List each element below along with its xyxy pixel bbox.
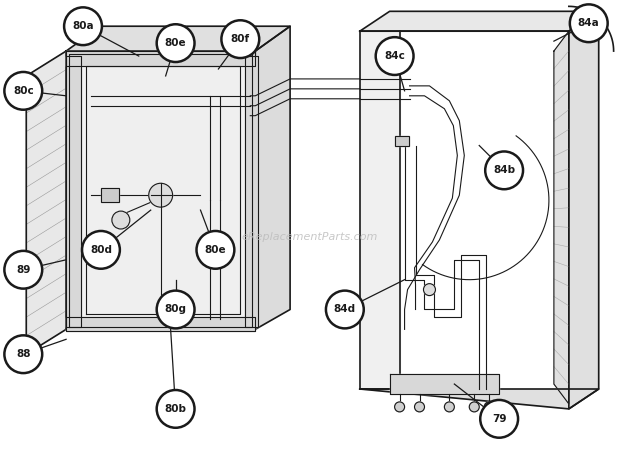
Text: 89: 89 [16,265,30,275]
Polygon shape [86,66,241,314]
Circle shape [394,402,405,412]
Polygon shape [66,56,81,328]
Circle shape [469,402,479,412]
Circle shape [484,402,494,412]
Circle shape [112,211,130,229]
Polygon shape [255,26,290,329]
Text: 80a: 80a [72,21,94,31]
Circle shape [64,7,102,45]
Circle shape [326,291,364,329]
Polygon shape [66,26,290,51]
Polygon shape [360,389,599,409]
Circle shape [157,24,195,62]
Text: 80e: 80e [165,38,187,48]
Circle shape [157,390,195,428]
Bar [394,136,409,146]
Circle shape [157,291,195,329]
Circle shape [415,402,425,412]
Text: eReplacementParts.com: eReplacementParts.com [242,232,378,242]
Polygon shape [246,56,259,328]
Circle shape [480,400,518,438]
Circle shape [376,37,414,75]
Text: 88: 88 [16,349,30,359]
Circle shape [4,251,42,288]
Circle shape [445,402,454,412]
Text: 84a: 84a [578,18,600,28]
Bar [101,188,119,202]
Circle shape [221,20,259,58]
Text: 84d: 84d [334,304,356,314]
Circle shape [485,152,523,189]
Circle shape [197,231,234,269]
Text: 80f: 80f [231,34,250,44]
Polygon shape [360,11,599,31]
Text: 80g: 80g [164,304,187,314]
Circle shape [149,183,172,207]
Polygon shape [66,318,255,331]
Text: 84c: 84c [384,51,405,61]
Polygon shape [66,51,255,329]
Polygon shape [360,31,400,389]
Text: 80b: 80b [164,404,187,414]
Circle shape [4,335,42,373]
Bar [394,136,409,146]
Text: 79: 79 [492,414,507,424]
Polygon shape [389,374,499,394]
Polygon shape [569,11,599,409]
Polygon shape [66,51,255,66]
Text: 80e: 80e [205,245,226,255]
Circle shape [423,283,435,296]
Bar [101,188,119,202]
Text: 80d: 80d [90,245,112,255]
Text: 84b: 84b [493,165,515,175]
Polygon shape [554,31,569,404]
Text: 80c: 80c [13,86,33,96]
Polygon shape [26,51,66,354]
Circle shape [82,231,120,269]
Circle shape [4,72,42,110]
Circle shape [570,5,608,42]
